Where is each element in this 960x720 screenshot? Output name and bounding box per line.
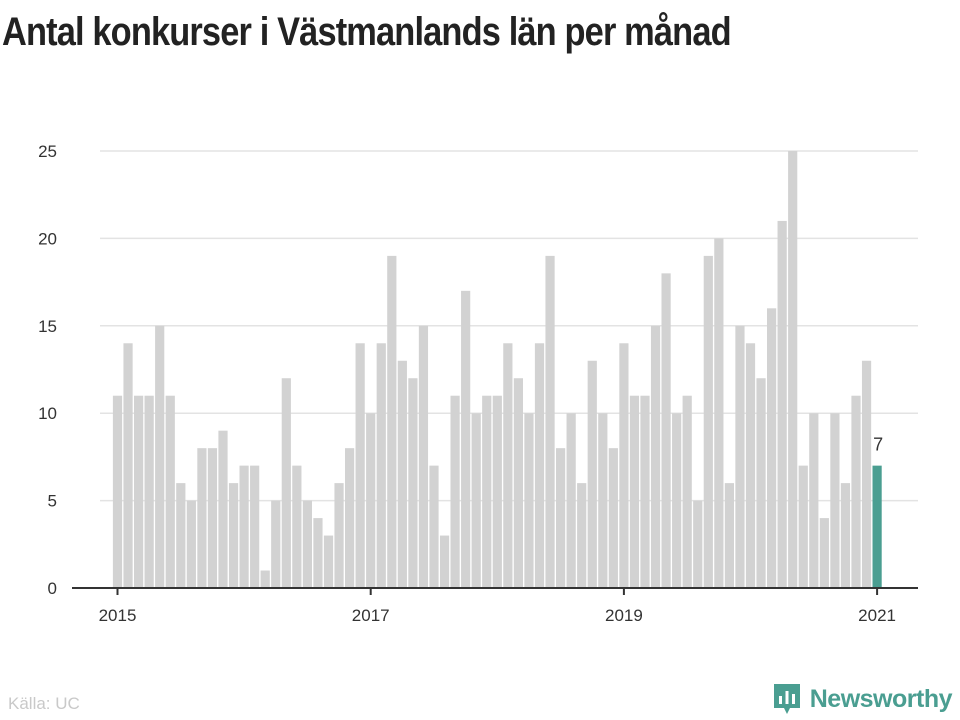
bar	[745, 343, 756, 588]
bar	[250, 465, 260, 588]
bar	[777, 220, 787, 589]
y-tick-label: 0	[48, 579, 57, 598]
bar	[788, 151, 798, 588]
source-note: Källa: UC	[8, 694, 80, 713]
bar	[534, 343, 545, 588]
brand-name: Newsworthy	[809, 684, 953, 713]
bar	[387, 255, 397, 588]
y-tick-label: 10	[38, 404, 57, 423]
bar	[608, 448, 618, 588]
bar	[207, 448, 218, 588]
bar	[650, 325, 661, 588]
bar	[492, 395, 502, 588]
bar	[134, 395, 144, 588]
bar	[851, 395, 861, 588]
y-tick-label: 25	[38, 142, 57, 161]
bar	[566, 413, 576, 588]
bar	[228, 483, 239, 588]
bar	[345, 448, 355, 588]
bar	[429, 465, 439, 588]
bar	[840, 483, 851, 588]
bar	[830, 413, 840, 588]
bar	[629, 395, 640, 588]
bar	[598, 413, 608, 588]
bar	[439, 535, 450, 588]
bar	[271, 500, 281, 588]
bar-chart-speech-icon	[773, 684, 800, 714]
bar	[197, 448, 207, 588]
y-tick-label: 5	[48, 492, 57, 511]
bar	[503, 343, 513, 588]
x-tick-label: 2017	[352, 606, 390, 625]
bar	[376, 343, 386, 588]
bar	[165, 395, 175, 588]
bar	[735, 325, 745, 588]
bar	[397, 360, 407, 588]
bar	[714, 238, 724, 588]
bar	[861, 360, 872, 588]
y-tick-label: 15	[38, 317, 57, 336]
bar	[313, 518, 323, 588]
bar	[545, 255, 555, 588]
bar	[693, 500, 703, 588]
bar	[292, 465, 302, 588]
bar	[281, 378, 291, 588]
bar	[819, 518, 829, 588]
bar	[703, 255, 713, 588]
bar	[767, 308, 777, 588]
bar	[176, 483, 186, 588]
bar	[239, 465, 249, 588]
y-tick-label: 20	[38, 229, 57, 248]
bar	[577, 483, 587, 588]
x-tick-label: 2019	[605, 606, 643, 625]
bar	[756, 378, 766, 588]
x-tick-label: 2015	[99, 606, 137, 625]
bar	[672, 413, 682, 588]
bar	[144, 395, 154, 588]
bar	[260, 570, 270, 588]
bar	[218, 430, 228, 588]
bar	[798, 465, 808, 588]
bar	[366, 413, 376, 588]
chart-title: Antal konkurser i Västmanlands län per m…	[2, 10, 732, 54]
brand-logo[interactable]: Newsworthy	[772, 682, 953, 716]
bar	[587, 360, 597, 588]
bar	[513, 378, 523, 588]
bar	[112, 395, 123, 588]
bar	[450, 395, 460, 588]
bar	[619, 343, 629, 588]
bar	[724, 483, 734, 588]
bar	[355, 343, 365, 588]
bar	[640, 395, 650, 588]
bar	[302, 500, 312, 588]
bar	[556, 448, 566, 588]
bar	[524, 413, 534, 588]
x-tick-label: 2021	[858, 606, 896, 625]
bar	[323, 535, 334, 588]
bar	[682, 395, 692, 588]
bar	[155, 325, 165, 588]
bar	[186, 500, 196, 588]
bar	[418, 325, 429, 588]
bar	[872, 465, 882, 588]
bar	[334, 483, 344, 588]
highlight-value-label: 7	[873, 435, 883, 455]
bar	[123, 343, 133, 588]
bar	[809, 413, 819, 588]
bar	[661, 273, 671, 588]
bar	[461, 290, 471, 588]
bar	[471, 413, 481, 588]
bar	[408, 378, 418, 588]
bar	[482, 395, 492, 588]
